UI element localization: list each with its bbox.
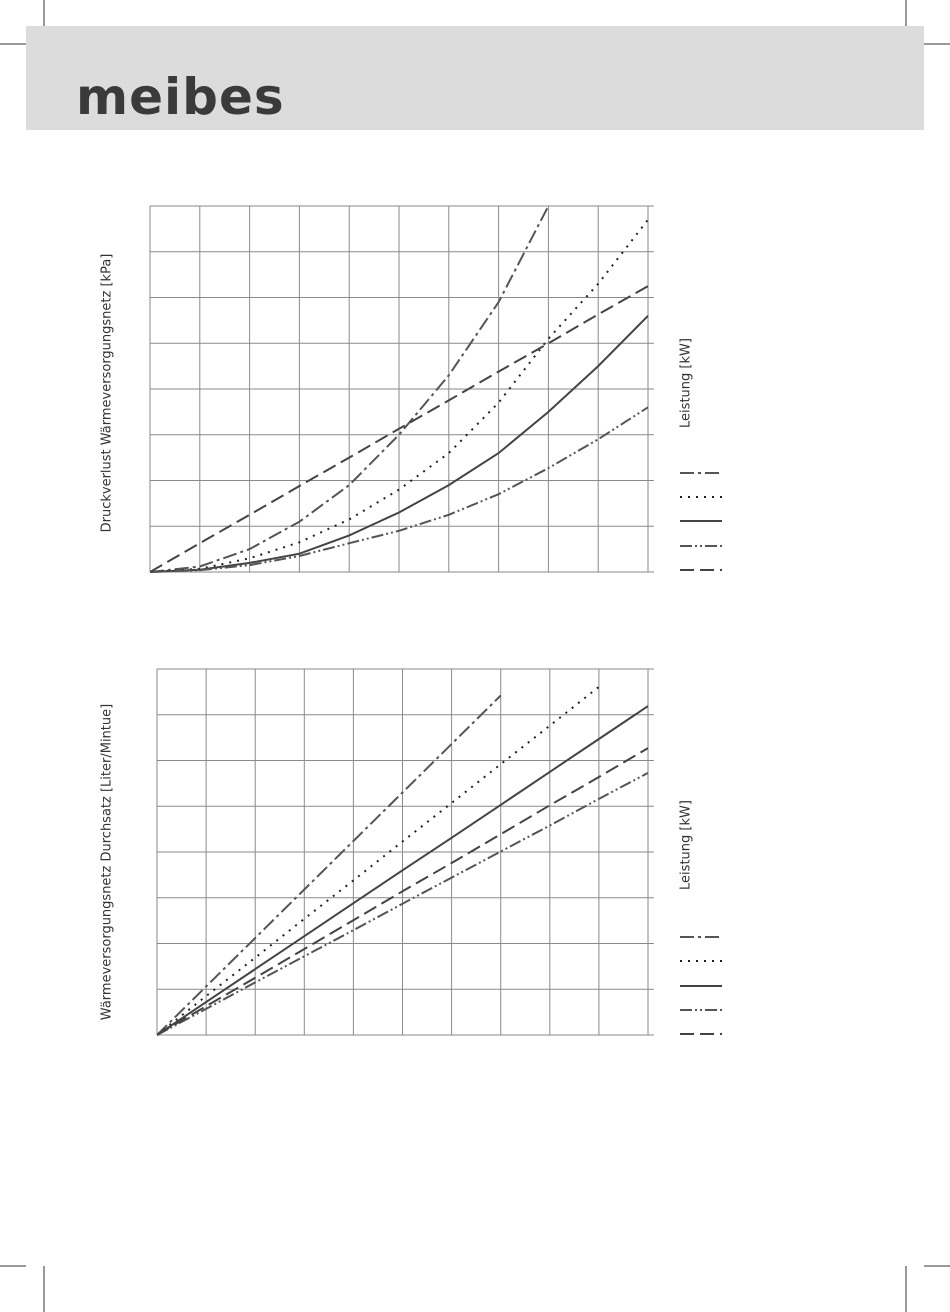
data-line [150,285,649,573]
data-line [150,205,550,573]
data-line [150,315,649,573]
chart: Wärmeversorgungsnetz Durchsatz [Liter/Mi… [100,668,722,1036]
data-line [157,686,600,1036]
logo: meibes [76,68,285,126]
y-axis-label: Druckverlust Wärmeversorgungsnetz [kPa] [100,254,115,533]
data-line [157,694,502,1036]
data-line [157,705,649,1036]
data-line [150,219,649,573]
plot-lines [150,205,649,573]
header-band [26,26,924,130]
data-line [157,772,649,1036]
data-line [150,406,649,573]
legend-title: Leistung [kW] [679,338,694,428]
data-line [157,747,649,1036]
y-axis-label: Wärmeversorgungsnetz Durchsatz [Liter/Mi… [100,704,115,1020]
plot-lines [157,686,649,1036]
chart: Druckverlust Wärmeversorgungsnetz [kPa] L… [100,205,722,573]
legend-title: Leistung [kW] [679,800,694,890]
